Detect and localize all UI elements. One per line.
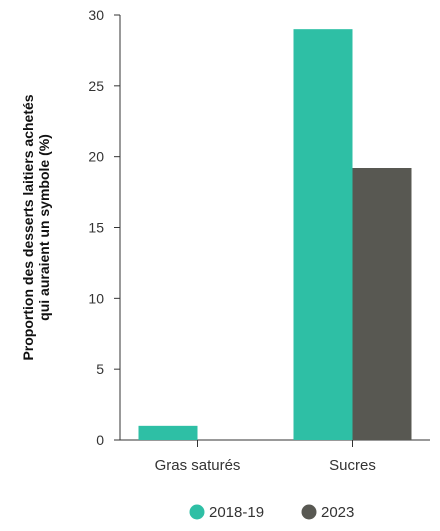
y-axis: 0 5 10 15 20 25 30 <box>88 7 121 448</box>
y-axis-title-line: Proportion des desserts laitiers achetés <box>20 94 36 360</box>
bar-2023-Sucres <box>352 168 412 440</box>
bar-2018-19-Gras saturés <box>138 425 198 440</box>
x-axis: Gras saturés Sucres <box>120 439 430 474</box>
y-tick-label: 0 <box>96 432 104 448</box>
legend: 2018-19 2023 <box>189 504 354 521</box>
y-tick-label: 20 <box>88 149 104 165</box>
x-tick-label: Gras saturés <box>155 457 241 474</box>
x-tick-label: Sucres <box>329 457 376 474</box>
bar-2018-19-Sucres <box>293 29 353 441</box>
bars <box>138 29 412 441</box>
y-tick-label: 25 <box>88 78 104 94</box>
y-axis-title-line: qui auraient un symbole (%) <box>36 134 52 321</box>
y-tick-label: 15 <box>88 220 104 236</box>
legend-label: 2023 <box>321 504 354 521</box>
legend-marker <box>301 504 317 520</box>
legend-marker <box>189 504 205 520</box>
y-tick-label: 5 <box>96 361 104 377</box>
y-axis-title: Proportion des desserts laitiers achetés… <box>20 94 52 360</box>
legend-label: 2018-19 <box>209 504 264 521</box>
y-tick-label: 30 <box>88 7 104 23</box>
y-tick-label: 10 <box>88 290 104 306</box>
